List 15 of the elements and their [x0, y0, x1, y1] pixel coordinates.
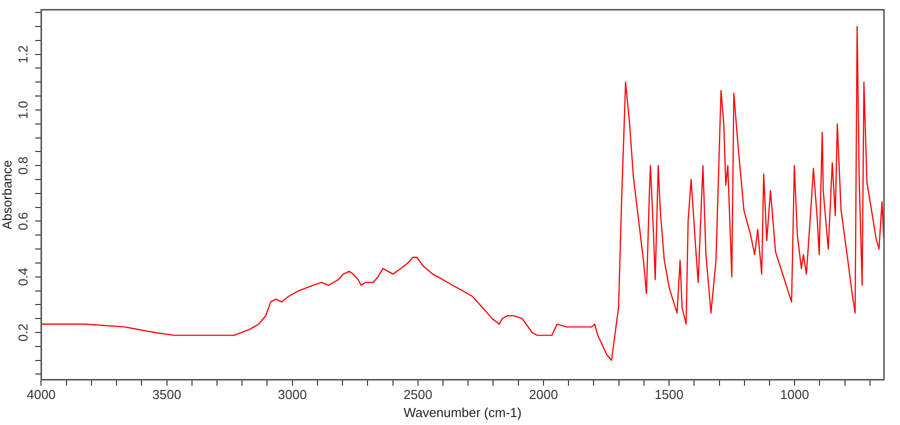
x-tick-label: 1500 [654, 387, 684, 402]
y-axis-title: Absorbance [0, 160, 14, 230]
x-tick-label: 2000 [529, 387, 558, 402]
y-tick-label: 0.4 [16, 268, 31, 286]
y-tick-label: 1.2 [16, 45, 31, 64]
y-tick-label: 0.8 [16, 156, 31, 175]
x-tick-label: 3000 [278, 387, 307, 402]
x-tick-label: 3500 [152, 387, 182, 402]
y-tick-label: 1.0 [16, 100, 31, 119]
x-tick-label: 4000 [26, 387, 56, 402]
x-axis-title: Wavenumber (cm-1) [404, 404, 522, 420]
x-tick-label: 2500 [403, 387, 432, 402]
y-tick-label: 0.2 [16, 323, 31, 342]
y-tick-label: 0.6 [16, 212, 31, 230]
x-tick-label: 1000 [780, 387, 810, 402]
